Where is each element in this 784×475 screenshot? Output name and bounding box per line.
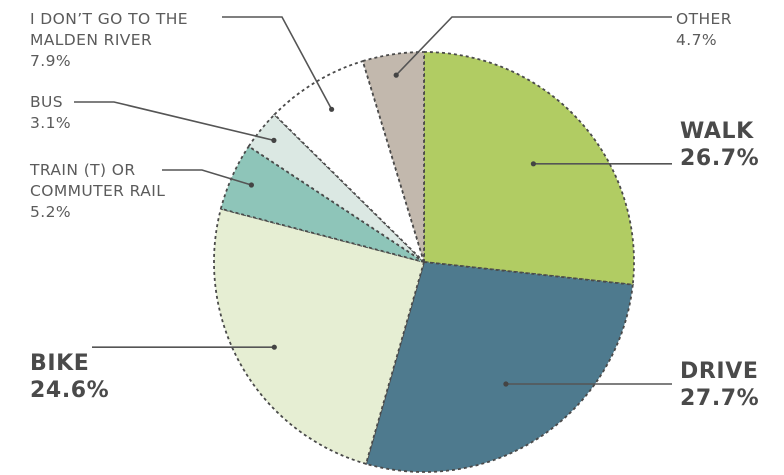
label-dont-go: I DON’T GO TO THE MALDEN RIVER 7.9%	[30, 9, 188, 72]
label-other-value: 4.7%	[676, 31, 717, 49]
leader-other-dot	[393, 72, 399, 78]
label-drive: DRIVE 27.7%	[680, 358, 759, 412]
label-dont-go-line1: I DON’T GO TO THE	[30, 10, 189, 28]
label-walk: WALK 26.7%	[680, 118, 759, 172]
leader-drive-dot	[503, 381, 509, 387]
label-other: OTHER 4.7%	[676, 9, 732, 51]
label-dont-go-line2: MALDEN RIVER	[30, 31, 153, 49]
leader-dont-go-dot	[329, 106, 335, 112]
leader-bus-dot	[271, 137, 277, 143]
label-train: TRAIN (T) OR COMMUTER RAIL 5.2%	[30, 160, 165, 223]
leader-bus	[74, 101, 275, 142]
label-train-value: 5.2%	[30, 203, 71, 221]
label-walk-value: 26.7%	[680, 146, 760, 171]
label-bus: BUS 3.1%	[30, 92, 71, 134]
pie-slice-bike	[213, 207, 426, 465]
label-dont-go-value: 7.9%	[30, 52, 71, 70]
label-bike: BIKE 24.6%	[30, 350, 109, 404]
leader-train-dot	[248, 182, 254, 188]
pie-slice-train-t-or-commuter-rail	[219, 145, 425, 263]
label-train-line1: TRAIN (T) OR	[30, 161, 136, 179]
leader-bike-dot	[271, 344, 277, 350]
label-train-line2: COMMUTER RAIL	[30, 182, 166, 200]
pie-slice-i-don-t-go-to-the-malden-river	[273, 59, 425, 263]
leader-walk-dot	[530, 161, 537, 167]
leader-dont-go	[222, 16, 333, 110]
label-other-name: OTHER	[676, 10, 732, 28]
pie-slice-bus	[247, 113, 425, 263]
leader-train	[162, 169, 252, 186]
label-bike-value: 24.6%	[30, 378, 110, 403]
pie-slice-drive	[364, 261, 634, 473]
label-bike-name: BIKE	[30, 351, 90, 376]
leader-other	[395, 16, 672, 76]
pie-slice-other	[361, 51, 425, 263]
label-drive-value: 27.7%	[680, 386, 760, 411]
label-drive-name: DRIVE	[680, 359, 759, 384]
pie-slice-walk	[423, 51, 635, 286]
label-bus-value: 3.1%	[30, 114, 71, 132]
label-walk-name: WALK	[680, 119, 754, 144]
label-bus-name: BUS	[30, 93, 64, 111]
